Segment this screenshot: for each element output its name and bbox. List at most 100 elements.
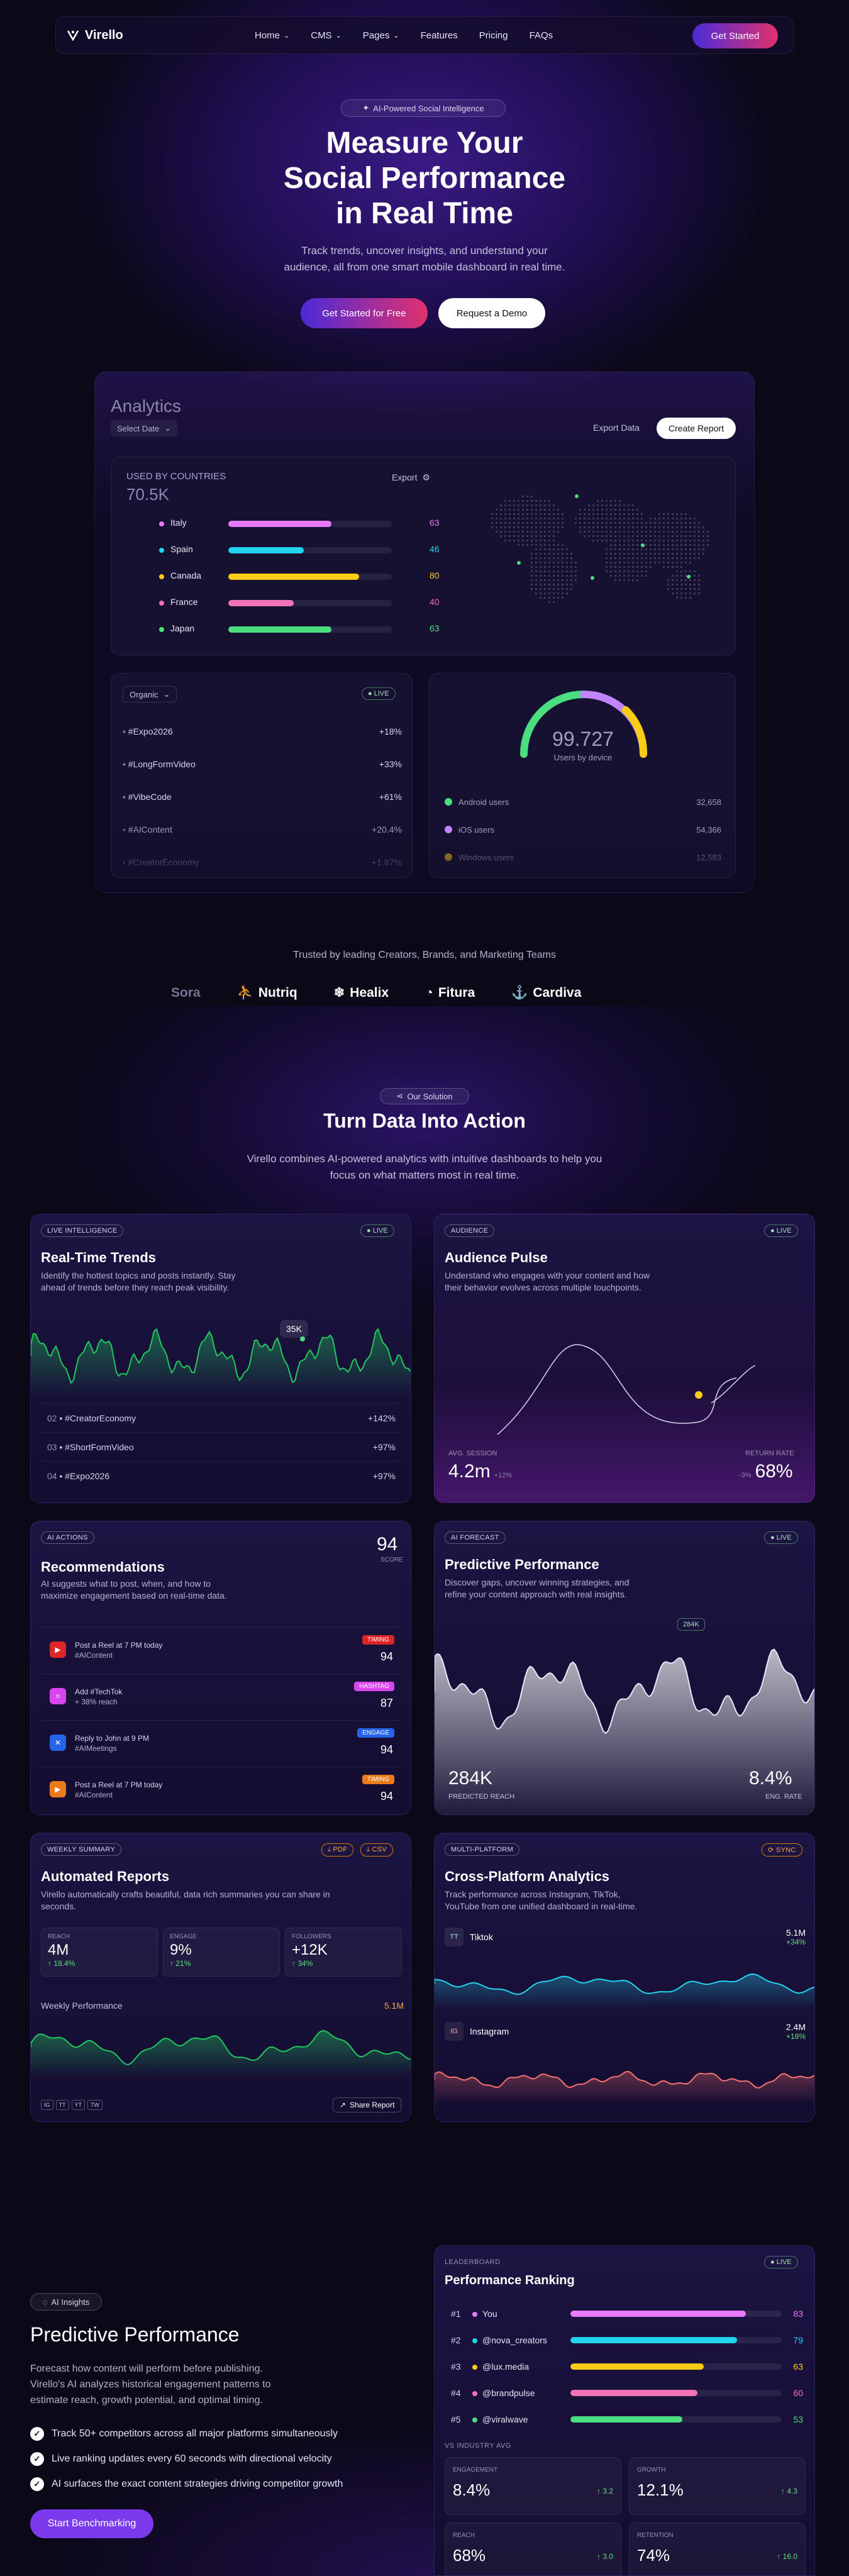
- trend-tag-text: #Expo2026: [128, 726, 173, 736]
- map-dot: [522, 526, 524, 528]
- export-data-link[interactable]: Export Data: [593, 423, 640, 433]
- brand-logo[interactable]: Virello: [66, 28, 123, 43]
- map-dot: [584, 526, 585, 528]
- map-dot: [619, 518, 621, 519]
- map-dot: [557, 597, 559, 599]
- pdf-export-button[interactable]: ⤓ PDF: [321, 1843, 354, 1857]
- trend-rank-row[interactable]: 04 • #Expo2026 +97%: [41, 1461, 402, 1490]
- recommendation-item[interactable]: ▶ Post a Reel at 7 PM today #AIContent TIMI…: [41, 1767, 402, 1813]
- map-dot: [500, 504, 502, 506]
- map-dot: [540, 579, 541, 581]
- get-started-free-button[interactable]: Get Started for Free: [301, 298, 428, 328]
- share-report-button[interactable]: ↗ Share Report: [333, 2097, 402, 2112]
- nav-link-features[interactable]: Features: [420, 30, 458, 41]
- recommendation-item[interactable]: ✕ Reply to John at 9 PM #AIMeetings ENGAGE 9…: [41, 1720, 402, 1767]
- live-badge: ● LIVE: [362, 687, 396, 700]
- check-icon: ✓: [30, 2452, 44, 2466]
- start-benchmarking-button[interactable]: Start Benchmarking: [30, 2509, 153, 2538]
- trend-row[interactable]: • #VibeCode +61%: [123, 780, 402, 813]
- nav-link-pricing[interactable]: Pricing: [479, 30, 508, 41]
- map-dot: [663, 513, 665, 515]
- map-dot: [636, 526, 638, 528]
- create-report-button[interactable]: Create Report: [657, 418, 736, 439]
- map-dot: [698, 522, 700, 524]
- recommendation-score: 94: [380, 1650, 393, 1663]
- map-dot: [698, 535, 700, 537]
- device-row: Android users 32,658: [445, 788, 721, 816]
- card-title: Real-Time Trends: [41, 1250, 156, 1265]
- map-dot: [641, 557, 643, 559]
- map-dot: [531, 584, 533, 586]
- country-name: Italy: [170, 518, 187, 528]
- nav-link-pages[interactable]: Pages ⌄: [362, 30, 399, 41]
- map-dot: [584, 535, 585, 537]
- rank-bar-fill: [570, 2416, 683, 2423]
- map-dot: [562, 544, 563, 546]
- map-dot: [509, 526, 511, 528]
- platform-chip[interactable]: YT: [71, 2100, 86, 2110]
- check-icon: ✓: [30, 2427, 44, 2441]
- recommendation-text: Post a Reel at 7 PM today #AIContent: [75, 1641, 163, 1660]
- leaderboard-row[interactable]: #2 @nova_creators 79: [445, 2328, 806, 2354]
- stat-label: ENGAGE: [170, 1933, 197, 1940]
- get-started-button[interactable]: Get Started: [692, 23, 778, 48]
- map-dot: [654, 548, 656, 550]
- peak-tooltip: 35K: [280, 1320, 308, 1338]
- map-dot: [614, 535, 616, 537]
- map-dot: [658, 535, 660, 537]
- map-dot: [689, 548, 691, 550]
- country-dot: [159, 627, 164, 632]
- stat-label: REACH: [48, 1933, 70, 1940]
- csv-export-button[interactable]: ⤓ CSV: [360, 1843, 394, 1857]
- organic-filter[interactable]: Organic ⌄: [123, 686, 177, 702]
- map-dot: [698, 526, 700, 528]
- map-dot: [698, 592, 700, 594]
- leaderboard-row[interactable]: #3 @lux.media 63: [445, 2354, 806, 2380]
- map-dot: [562, 522, 563, 524]
- platform-chip[interactable]: TT: [55, 2100, 69, 2110]
- map-dot: [562, 557, 563, 559]
- map-dot: [667, 522, 669, 524]
- cardiva-icon: ⚓: [511, 985, 528, 1000]
- countries-export-button[interactable]: Export ⚙: [392, 472, 431, 482]
- trend-row[interactable]: • #LongFormVideo +33%: [123, 748, 402, 780]
- sync-badge[interactable]: ⟳ SYNC: [762, 1843, 802, 1857]
- countries-total: 70.5K: [126, 485, 169, 504]
- recommendation-icon: ⌗: [50, 1688, 66, 1704]
- rank-bar: [570, 2311, 782, 2317]
- map-dot: [592, 518, 594, 519]
- nav-link-home[interactable]: Home ⌄: [255, 30, 290, 41]
- request-demo-button[interactable]: Request a Demo: [438, 298, 545, 328]
- map-dot: [676, 566, 678, 568]
- country-dot: [159, 601, 164, 606]
- map-dot: [610, 535, 612, 537]
- country-bar: [228, 626, 392, 633]
- map-dot: [531, 500, 533, 502]
- map-dot: [658, 518, 660, 519]
- leaderboard-row[interactable]: #5 @viralwave 53: [445, 2407, 806, 2433]
- trend-rank-row[interactable]: 02 • #CreatorEconomy +142%: [41, 1403, 402, 1432]
- country-value: 63: [430, 623, 440, 633]
- map-dot: [557, 566, 559, 568]
- trend-row[interactable]: • #Expo2026 +18%: [123, 715, 402, 748]
- map-dot: [544, 588, 546, 590]
- card-tag: LEADERBOARD: [445, 2258, 501, 2266]
- leaderboard-row[interactable]: #1 You 83: [445, 2301, 806, 2328]
- map-dot: [619, 579, 621, 581]
- card-tag: AI FORECAST: [445, 1531, 506, 1544]
- report-stats: REACH 4M ↑ 18.4% ENGAGE 9% ↑ 21% FOLLOWERS +12K…: [41, 1928, 402, 1977]
- nav-link-faqs[interactable]: FAQs: [529, 30, 553, 41]
- date-select[interactable]: Select Date ⌄: [111, 420, 178, 436]
- rank-name: @brandpulse: [482, 2388, 535, 2398]
- platform-chip[interactable]: TW: [87, 2100, 103, 2110]
- map-dot: [698, 548, 700, 550]
- nav-link-cms[interactable]: CMS ⌄: [311, 30, 341, 41]
- recommendation-item[interactable]: ▶ Post a Reel at 7 PM today #AIContent TIMI…: [41, 1627, 402, 1674]
- trend-rank-row[interactable]: 03 • #ShortFormVideo +97%: [41, 1432, 402, 1461]
- map-dot: [636, 522, 638, 524]
- recommendation-item[interactable]: ⌗ Add #TechTok + 38% reach HASHTAG 87: [41, 1674, 402, 1720]
- map-dot: [588, 518, 590, 519]
- leaderboard-row[interactable]: #4 @brandpulse 60: [445, 2380, 806, 2407]
- card-description: Understand who engages with your content…: [445, 1270, 650, 1292]
- platform-chip[interactable]: IG: [41, 2100, 53, 2110]
